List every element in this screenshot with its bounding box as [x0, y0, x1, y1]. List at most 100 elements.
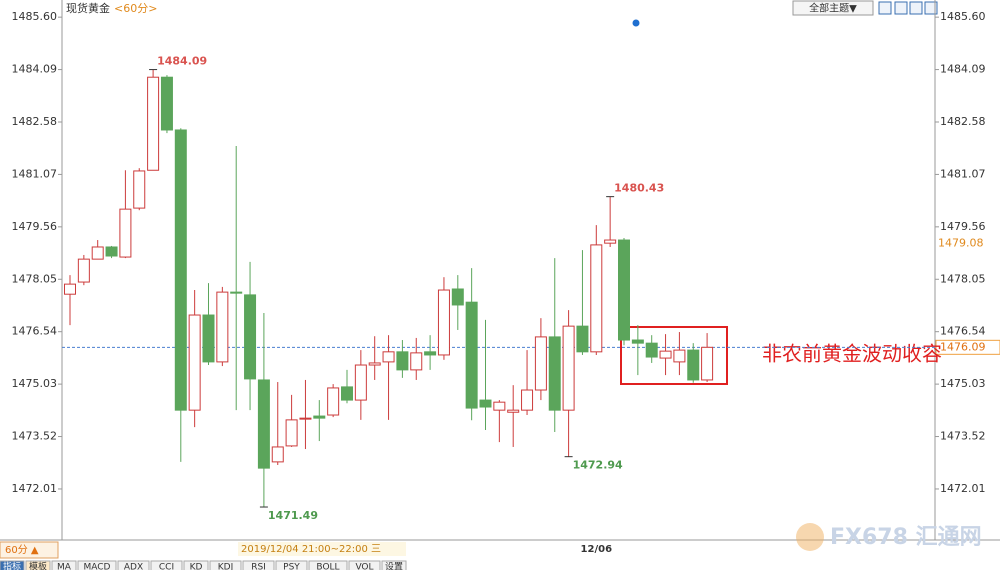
- tab-label[interactable]: MA: [57, 563, 72, 570]
- y-tick-label: 1482.58: [12, 115, 58, 128]
- candle-body: [368, 362, 381, 366]
- y2-tick-label: 1481.07: [940, 167, 986, 180]
- candle-body: [645, 342, 658, 358]
- candle-body: [341, 386, 353, 401]
- theme-menu[interactable]: 全部主题▼: [809, 2, 857, 15]
- candle-body: [576, 325, 589, 353]
- candle-body: [285, 419, 298, 447]
- tab-label[interactable]: 指标: [3, 561, 21, 570]
- period: <60分>: [114, 2, 157, 15]
- tab[interactable]: [25, 560, 51, 570]
- low-label: 1471.49: [268, 509, 318, 522]
- tab[interactable]: [381, 560, 407, 570]
- high-label: 1484.09: [157, 55, 207, 68]
- toolbar-icons[interactable]: [878, 1, 938, 15]
- watermark: FX678 汇通网: [830, 525, 982, 550]
- candle-body: [354, 364, 367, 401]
- y-tick-label: 1481.07: [12, 167, 58, 180]
- candle-body: [299, 417, 312, 420]
- tab-label[interactable]: BOLL: [316, 563, 339, 570]
- candle-body: [618, 239, 630, 341]
- y2-tick-label: 1479.56: [940, 220, 986, 233]
- low-label: 1472.94: [573, 459, 623, 472]
- candle-body: [160, 76, 173, 131]
- y2-tick-label: 1484.09: [940, 63, 986, 76]
- candle-body: [701, 346, 714, 381]
- tab-label[interactable]: RSI: [251, 563, 266, 570]
- candle-body: [687, 349, 700, 381]
- tab[interactable]: [275, 560, 308, 570]
- y-tick-label: 1473.52: [12, 430, 58, 443]
- candle-body: [257, 379, 270, 469]
- candle-body: [396, 351, 409, 371]
- tab[interactable]: [348, 560, 381, 570]
- candle-body: [562, 325, 575, 411]
- cursor-time-box: [238, 542, 406, 556]
- candle-body: [271, 446, 284, 463]
- annotation: 非农前黄金波动收容: [762, 342, 942, 366]
- y-tick-label: 1484.09: [12, 63, 58, 76]
- candle-body: [673, 349, 686, 363]
- tab[interactable]: [117, 560, 150, 570]
- y2-tick-label: 1478.05: [940, 272, 986, 285]
- y-tick-label: 1472.01: [12, 482, 58, 495]
- tab[interactable]: [308, 560, 348, 570]
- candle-body: [119, 208, 132, 258]
- candle-body: [147, 76, 160, 171]
- candle-body: [188, 314, 201, 411]
- tab[interactable]: [0, 560, 25, 570]
- tab[interactable]: [77, 560, 117, 570]
- candle-body: [507, 409, 520, 413]
- current-price-tag: [935, 339, 1000, 355]
- y2-tick-label: 1485.60: [940, 10, 986, 23]
- tab-label[interactable]: KD: [190, 563, 203, 570]
- candle-body: [604, 239, 617, 244]
- period-button[interactable]: 60分 ▲: [5, 544, 39, 556]
- cursor-time: 2019/12/04 21:00~22:00 三: [241, 544, 381, 555]
- candle-body: [479, 399, 492, 408]
- candle-body: [327, 387, 340, 416]
- tab-label[interactable]: VOL: [355, 563, 373, 570]
- candle-body: [202, 314, 215, 363]
- theme-menu-box[interactable]: [792, 0, 874, 16]
- candle-body: [244, 294, 257, 380]
- tab[interactable]: [183, 560, 209, 570]
- y-tick-label: 1478.05: [12, 272, 58, 285]
- tab-label[interactable]: 模板: [29, 561, 47, 570]
- candle-body: [105, 246, 118, 257]
- tab[interactable]: [209, 560, 242, 570]
- candle-body: [465, 301, 478, 409]
- tab-label[interactable]: KDJ: [218, 563, 234, 570]
- candle-body: [133, 170, 146, 209]
- tab[interactable]: [51, 560, 77, 570]
- tab[interactable]: [242, 560, 275, 570]
- candle-body: [631, 339, 644, 344]
- watermark-logo: [796, 523, 824, 551]
- chart-title: 现货黄金: [66, 1, 110, 15]
- candle-body: [590, 244, 603, 353]
- candle-body: [424, 351, 437, 356]
- current-price-label: 1476.09: [940, 340, 986, 353]
- y-tick-label: 1476.54: [12, 325, 58, 338]
- candle-body: [216, 291, 229, 363]
- candle-body: [493, 401, 506, 411]
- tab-label[interactable]: ADX: [124, 563, 143, 570]
- period-button-box[interactable]: [0, 541, 59, 559]
- y2-tick-label: 1482.58: [940, 115, 986, 128]
- tab-label[interactable]: PSY: [283, 563, 300, 570]
- candle-body: [313, 415, 326, 419]
- price-marker-label: 1479.08: [938, 237, 984, 250]
- tab-label[interactable]: MACD: [84, 563, 111, 570]
- tab-label[interactable]: 设置: [385, 562, 403, 570]
- y2-tick-label: 1476.54: [940, 325, 986, 338]
- y-tick-label: 1485.60: [12, 10, 58, 23]
- tab-label[interactable]: CCI: [159, 563, 174, 570]
- candle-body: [382, 351, 395, 363]
- candle-body: [521, 389, 534, 411]
- candle-body: [548, 336, 561, 411]
- candle-body: [534, 336, 547, 391]
- tab[interactable]: [150, 560, 183, 570]
- y2-tick-label: 1472.01: [940, 482, 986, 495]
- x-tick-label: 12/06: [581, 544, 613, 555]
